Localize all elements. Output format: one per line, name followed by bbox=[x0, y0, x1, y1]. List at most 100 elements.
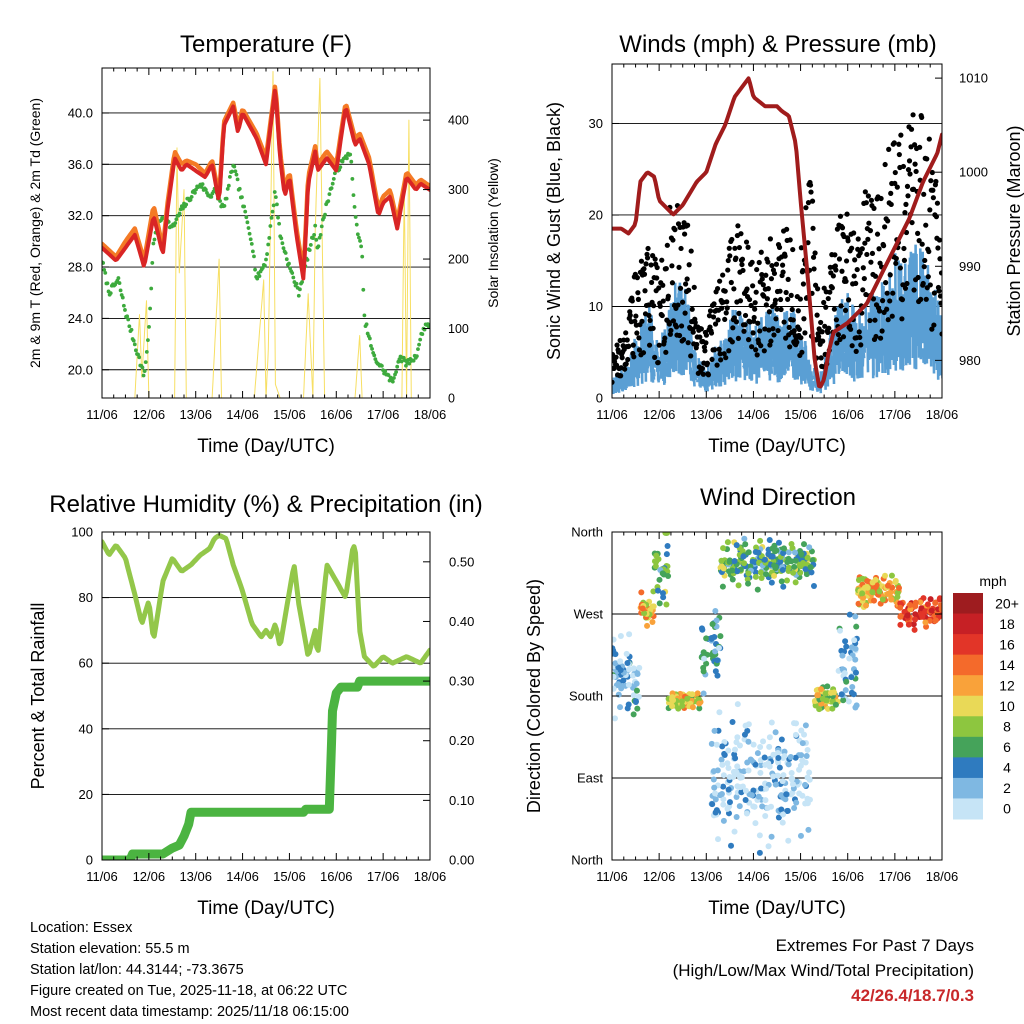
wind-direction-point bbox=[763, 785, 770, 792]
gust-point bbox=[823, 304, 829, 310]
gust-point bbox=[785, 276, 791, 282]
wind-direction-point bbox=[775, 755, 782, 762]
wind-direction-point bbox=[932, 617, 939, 624]
gust-point bbox=[765, 286, 771, 292]
gust-point bbox=[685, 222, 691, 228]
gust-point bbox=[677, 285, 684, 291]
wind-direction-point bbox=[664, 542, 671, 549]
wind-direction-point bbox=[724, 805, 731, 812]
gust-point bbox=[711, 301, 717, 307]
gust-point bbox=[738, 231, 744, 237]
gust-point bbox=[790, 317, 796, 323]
gust-point bbox=[873, 333, 879, 340]
wind-direction-point bbox=[797, 762, 804, 769]
wind-direction-point bbox=[779, 778, 786, 785]
gust-point bbox=[656, 342, 662, 348]
winds-x-tick-label: 13/06 bbox=[690, 407, 723, 422]
temperature-y-label: 2m & 9m T (Red, Orange) & 2m Td (Green) bbox=[27, 98, 43, 368]
dewpoint-point bbox=[116, 276, 121, 280]
temperature-x-tick-label: 18/06 bbox=[414, 407, 447, 422]
wind-direction-point bbox=[729, 567, 736, 574]
wind-direction-point bbox=[712, 648, 719, 655]
gust-point bbox=[735, 335, 742, 342]
gust-point bbox=[750, 283, 756, 289]
gust-point bbox=[882, 161, 888, 168]
wind-direction-point bbox=[781, 753, 788, 760]
wind-direction-point bbox=[803, 571, 810, 578]
gust-point bbox=[622, 366, 628, 372]
gust-point bbox=[892, 180, 898, 186]
gust-point bbox=[839, 225, 846, 231]
gust-point bbox=[881, 243, 887, 249]
gust-point bbox=[698, 326, 704, 332]
gust-point bbox=[654, 264, 660, 271]
gust-point bbox=[735, 223, 741, 229]
wind-direction-point bbox=[757, 762, 764, 769]
dewpoint-point bbox=[117, 281, 122, 285]
dewpoint-point bbox=[126, 317, 131, 322]
wind_direction-y-tick-label: North bbox=[571, 525, 603, 540]
gust-point bbox=[923, 222, 929, 228]
colorbar-swatch bbox=[953, 634, 983, 656]
temperature-x-tick-label: 12/06 bbox=[133, 407, 166, 422]
gust-point bbox=[721, 351, 727, 357]
gust-point bbox=[627, 312, 633, 318]
wind-direction-point bbox=[780, 545, 787, 552]
gust-point bbox=[901, 245, 907, 252]
wind-direction-point bbox=[728, 842, 735, 849]
colorbar-label: 6 bbox=[1003, 739, 1011, 755]
wind-direction-point bbox=[803, 753, 810, 760]
gust-point bbox=[623, 361, 629, 367]
dewpoint-point bbox=[143, 360, 148, 365]
gust-point bbox=[720, 272, 726, 278]
wind-direction-point bbox=[752, 569, 759, 576]
wind-direction-point bbox=[780, 550, 787, 557]
wind-direction-point bbox=[818, 686, 825, 693]
wind-direction-point bbox=[896, 584, 903, 591]
dewpoint-point bbox=[379, 363, 384, 368]
dewpoint-point bbox=[417, 342, 421, 347]
wind-direction-point bbox=[843, 678, 850, 685]
gust-point bbox=[770, 326, 776, 332]
wind-direction-point bbox=[665, 573, 672, 580]
temperature-y2-tick-label: 300 bbox=[448, 183, 469, 197]
wind-direction-point bbox=[805, 826, 812, 833]
dewpoint-point bbox=[340, 159, 345, 164]
wind-direction-point bbox=[822, 690, 829, 697]
gust-point bbox=[840, 334, 847, 340]
wind-direction-point bbox=[845, 698, 852, 705]
gust-point bbox=[849, 343, 855, 349]
gust-point bbox=[707, 308, 714, 314]
gust-point bbox=[741, 328, 747, 334]
gust-point bbox=[832, 263, 838, 269]
dewpoint-point bbox=[264, 257, 268, 262]
gust-point bbox=[924, 156, 930, 162]
dewpoint-point bbox=[249, 241, 254, 246]
gust-point bbox=[866, 220, 872, 226]
wind-direction-point bbox=[809, 557, 816, 564]
gust-point bbox=[710, 314, 717, 320]
gust-point bbox=[889, 313, 895, 319]
gust-point bbox=[931, 290, 937, 296]
gust-point bbox=[794, 339, 800, 345]
wind-direction-point bbox=[711, 784, 718, 791]
wind-direction-point bbox=[937, 602, 942, 609]
wind-direction-point bbox=[871, 597, 878, 604]
wind-direction-point bbox=[791, 563, 798, 570]
winds-x-tick-label: 12/06 bbox=[643, 407, 676, 422]
colorbar-swatch bbox=[953, 675, 983, 697]
gust-point bbox=[928, 178, 934, 184]
dewpoint-point bbox=[243, 209, 248, 214]
gust-point bbox=[788, 292, 794, 298]
wind-direction-point bbox=[742, 796, 749, 803]
colorbar-label: 2 bbox=[1003, 780, 1011, 796]
wind-direction-point bbox=[768, 719, 775, 726]
gust-point bbox=[744, 286, 750, 292]
colorbar-swatch bbox=[953, 593, 983, 615]
dewpoint-point bbox=[300, 280, 304, 284]
gust-point bbox=[851, 230, 857, 236]
dewpoint-point bbox=[297, 287, 302, 292]
gust-point bbox=[751, 314, 757, 321]
wind-direction-point bbox=[710, 768, 717, 775]
wind-direction-point bbox=[750, 787, 757, 794]
